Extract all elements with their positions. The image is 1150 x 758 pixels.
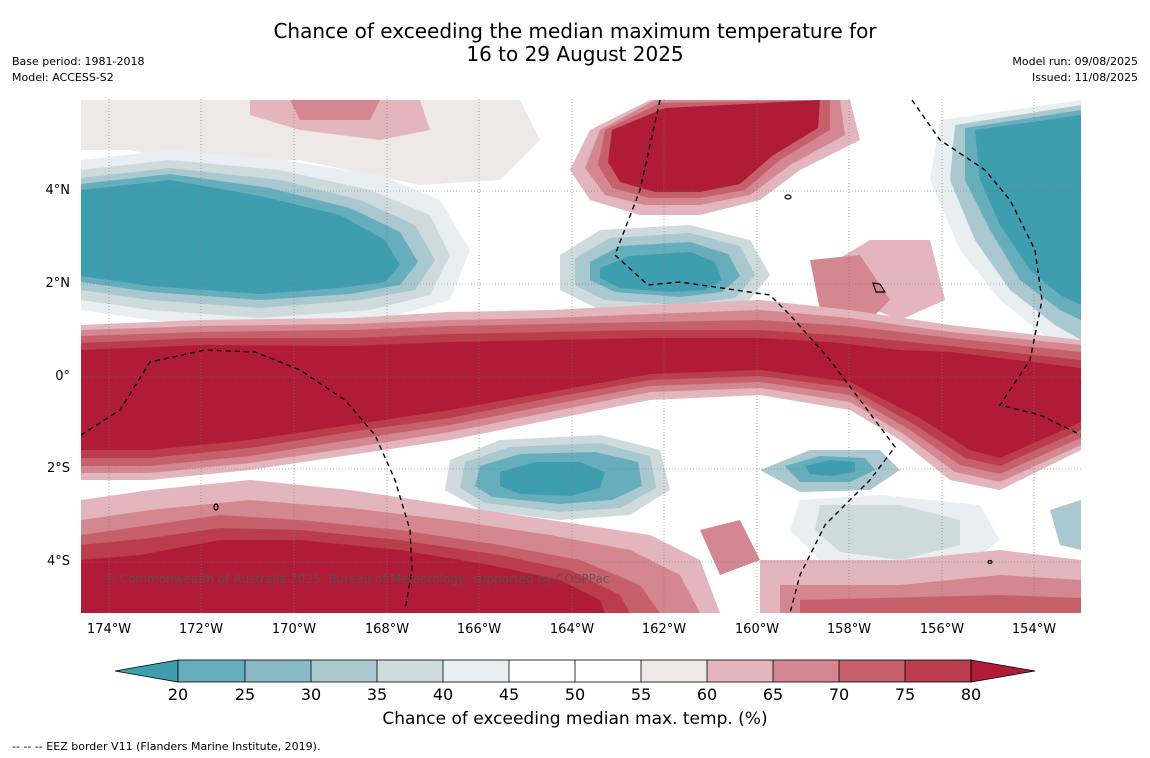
lon-label-172w: 172°W xyxy=(178,622,224,637)
colorbar-title: Chance of exceeding median max. temp. (%… xyxy=(382,709,768,729)
lat-label-4n: 4°N xyxy=(45,183,71,198)
colorbar xyxy=(114,659,1036,683)
colorbar-tick-25: 25 xyxy=(234,685,256,704)
issued-date: Issued: 11/08/2025 xyxy=(1031,71,1138,84)
meta-left: Base period: 1981-2018 Model: ACCESS-S2 xyxy=(12,54,144,86)
colorbar-tick-70: 70 xyxy=(828,685,850,704)
colorbar-tick-80: 80 xyxy=(960,685,982,704)
title-line-1: Chance of exceeding the median maximum t… xyxy=(273,19,877,43)
colorbar-tick-65: 65 xyxy=(762,685,784,704)
base-period: Base period: 1981-2018 xyxy=(12,55,145,68)
colorbar-tick-50: 50 xyxy=(564,685,586,704)
model-name: Model: ACCESS-S2 xyxy=(12,71,114,84)
colorbar-tick-35: 35 xyxy=(366,685,388,704)
lat-label-2n: 2°N xyxy=(45,276,71,291)
eez-footnote: -- -- -- EEZ border V11 (Flanders Marine… xyxy=(12,740,321,753)
lon-label-162w: 162°W xyxy=(641,622,687,637)
meta-right: Model run: 09/08/2025 Issued: 11/08/2025 xyxy=(1012,54,1138,86)
lat-label-2s: 2°S xyxy=(46,461,70,476)
lat-label-4s: 4°S xyxy=(46,554,70,569)
lon-label-164w: 164°W xyxy=(549,622,595,637)
lon-label-168w: 168°W xyxy=(364,622,410,637)
lon-label-156w: 156°W xyxy=(919,622,965,637)
colorbar-tick-60: 60 xyxy=(696,685,718,704)
colorbar-tick-45: 45 xyxy=(498,685,520,704)
colorbar-tick-20: 20 xyxy=(167,685,189,704)
model-run: Model run: 09/08/2025 xyxy=(1012,55,1138,68)
title-line-2: 16 to 29 August 2025 xyxy=(466,42,684,66)
eez-borders xyxy=(81,99,1081,613)
lon-label-158w: 158°W xyxy=(826,622,872,637)
lat-label-0: 0° xyxy=(55,369,70,384)
lon-label-160w: 160°W xyxy=(734,622,780,637)
lon-label-154w: 154°W xyxy=(1011,622,1057,637)
lon-label-166w: 166°W xyxy=(456,622,502,637)
colorbar-tick-40: 40 xyxy=(432,685,454,704)
lon-label-174w: 174°W xyxy=(86,622,132,637)
forecast-map xyxy=(81,99,1081,613)
copyright-notice: © Commonwealth of Australia 2025, Bureau… xyxy=(104,572,610,586)
colorbar-tick-55: 55 xyxy=(630,685,652,704)
lon-label-170w: 170°W xyxy=(271,622,317,637)
colorbar-tick-75: 75 xyxy=(894,685,916,704)
islands xyxy=(213,194,993,565)
colorbar-tick-30: 30 xyxy=(300,685,322,704)
